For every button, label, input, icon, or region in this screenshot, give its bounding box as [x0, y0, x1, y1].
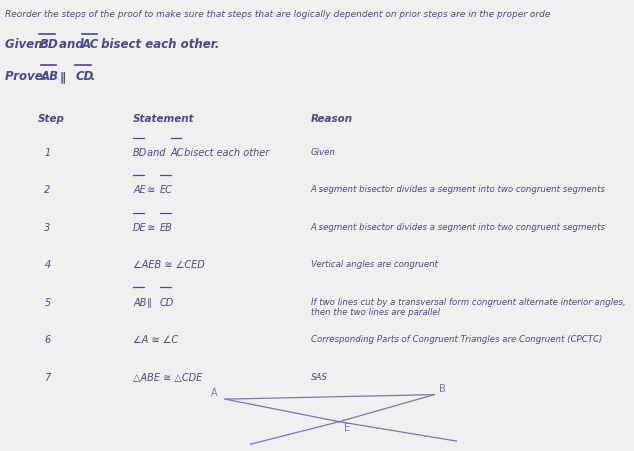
Text: Step: Step	[38, 114, 65, 124]
Text: AC: AC	[82, 38, 99, 51]
Text: E: E	[344, 423, 351, 433]
Text: AB: AB	[41, 70, 60, 83]
Text: and: and	[144, 148, 169, 158]
Text: EB: EB	[160, 223, 172, 233]
Text: DE: DE	[133, 223, 146, 233]
Text: SAS: SAS	[311, 373, 328, 382]
Text: AE: AE	[133, 185, 146, 195]
Text: 3: 3	[44, 223, 51, 233]
Text: ∠A ≅ ∠C: ∠A ≅ ∠C	[133, 335, 178, 345]
Text: and: and	[55, 38, 87, 51]
Text: 4: 4	[44, 260, 51, 270]
Text: A segment bisector divides a segment into two congruent segments: A segment bisector divides a segment int…	[311, 185, 605, 194]
Text: 7: 7	[44, 373, 51, 382]
Text: ∥: ∥	[56, 70, 70, 83]
Text: ≅: ≅	[144, 223, 158, 233]
Text: AC: AC	[171, 148, 184, 158]
Text: EC: EC	[160, 185, 172, 195]
Text: bisect each other: bisect each other	[181, 148, 269, 158]
Text: Given:: Given:	[5, 38, 51, 51]
Text: ≅: ≅	[144, 185, 158, 195]
Text: Statement: Statement	[133, 114, 195, 124]
Text: Given: Given	[311, 148, 335, 157]
Text: Prove:: Prove:	[5, 70, 52, 83]
Text: AB: AB	[133, 298, 146, 308]
Text: 5: 5	[44, 298, 51, 308]
Text: ∥: ∥	[144, 298, 155, 308]
Text: CD: CD	[75, 70, 94, 83]
Text: A segment bisector divides a segment into two congruent segments: A segment bisector divides a segment int…	[311, 223, 605, 232]
Text: ∠AEB ≅ ∠CED: ∠AEB ≅ ∠CED	[133, 260, 205, 270]
Text: CD: CD	[160, 298, 174, 308]
Text: BD: BD	[133, 148, 147, 158]
Text: Corresponding Parts of Congruent Triangles are Congruent (CPCTC): Corresponding Parts of Congruent Triangl…	[311, 335, 602, 344]
Text: If two lines cut by a transversal form congruent alternate interior angles, then: If two lines cut by a transversal form c…	[311, 298, 625, 317]
Text: 6: 6	[44, 335, 51, 345]
Text: 2: 2	[44, 185, 51, 195]
Text: Vertical angles are congruent: Vertical angles are congruent	[311, 260, 437, 269]
Text: B: B	[439, 384, 446, 394]
Text: Reason: Reason	[311, 114, 353, 124]
Text: bisect each other.: bisect each other.	[97, 38, 219, 51]
Text: BD: BD	[39, 38, 58, 51]
Text: .: .	[91, 70, 95, 83]
Text: Reorder the steps of the proof to make sure that steps that are logically depend: Reorder the steps of the proof to make s…	[5, 10, 550, 19]
Text: A: A	[211, 388, 217, 398]
Text: 1: 1	[44, 148, 51, 158]
Text: △ABE ≅ △CDE: △ABE ≅ △CDE	[133, 373, 202, 382]
